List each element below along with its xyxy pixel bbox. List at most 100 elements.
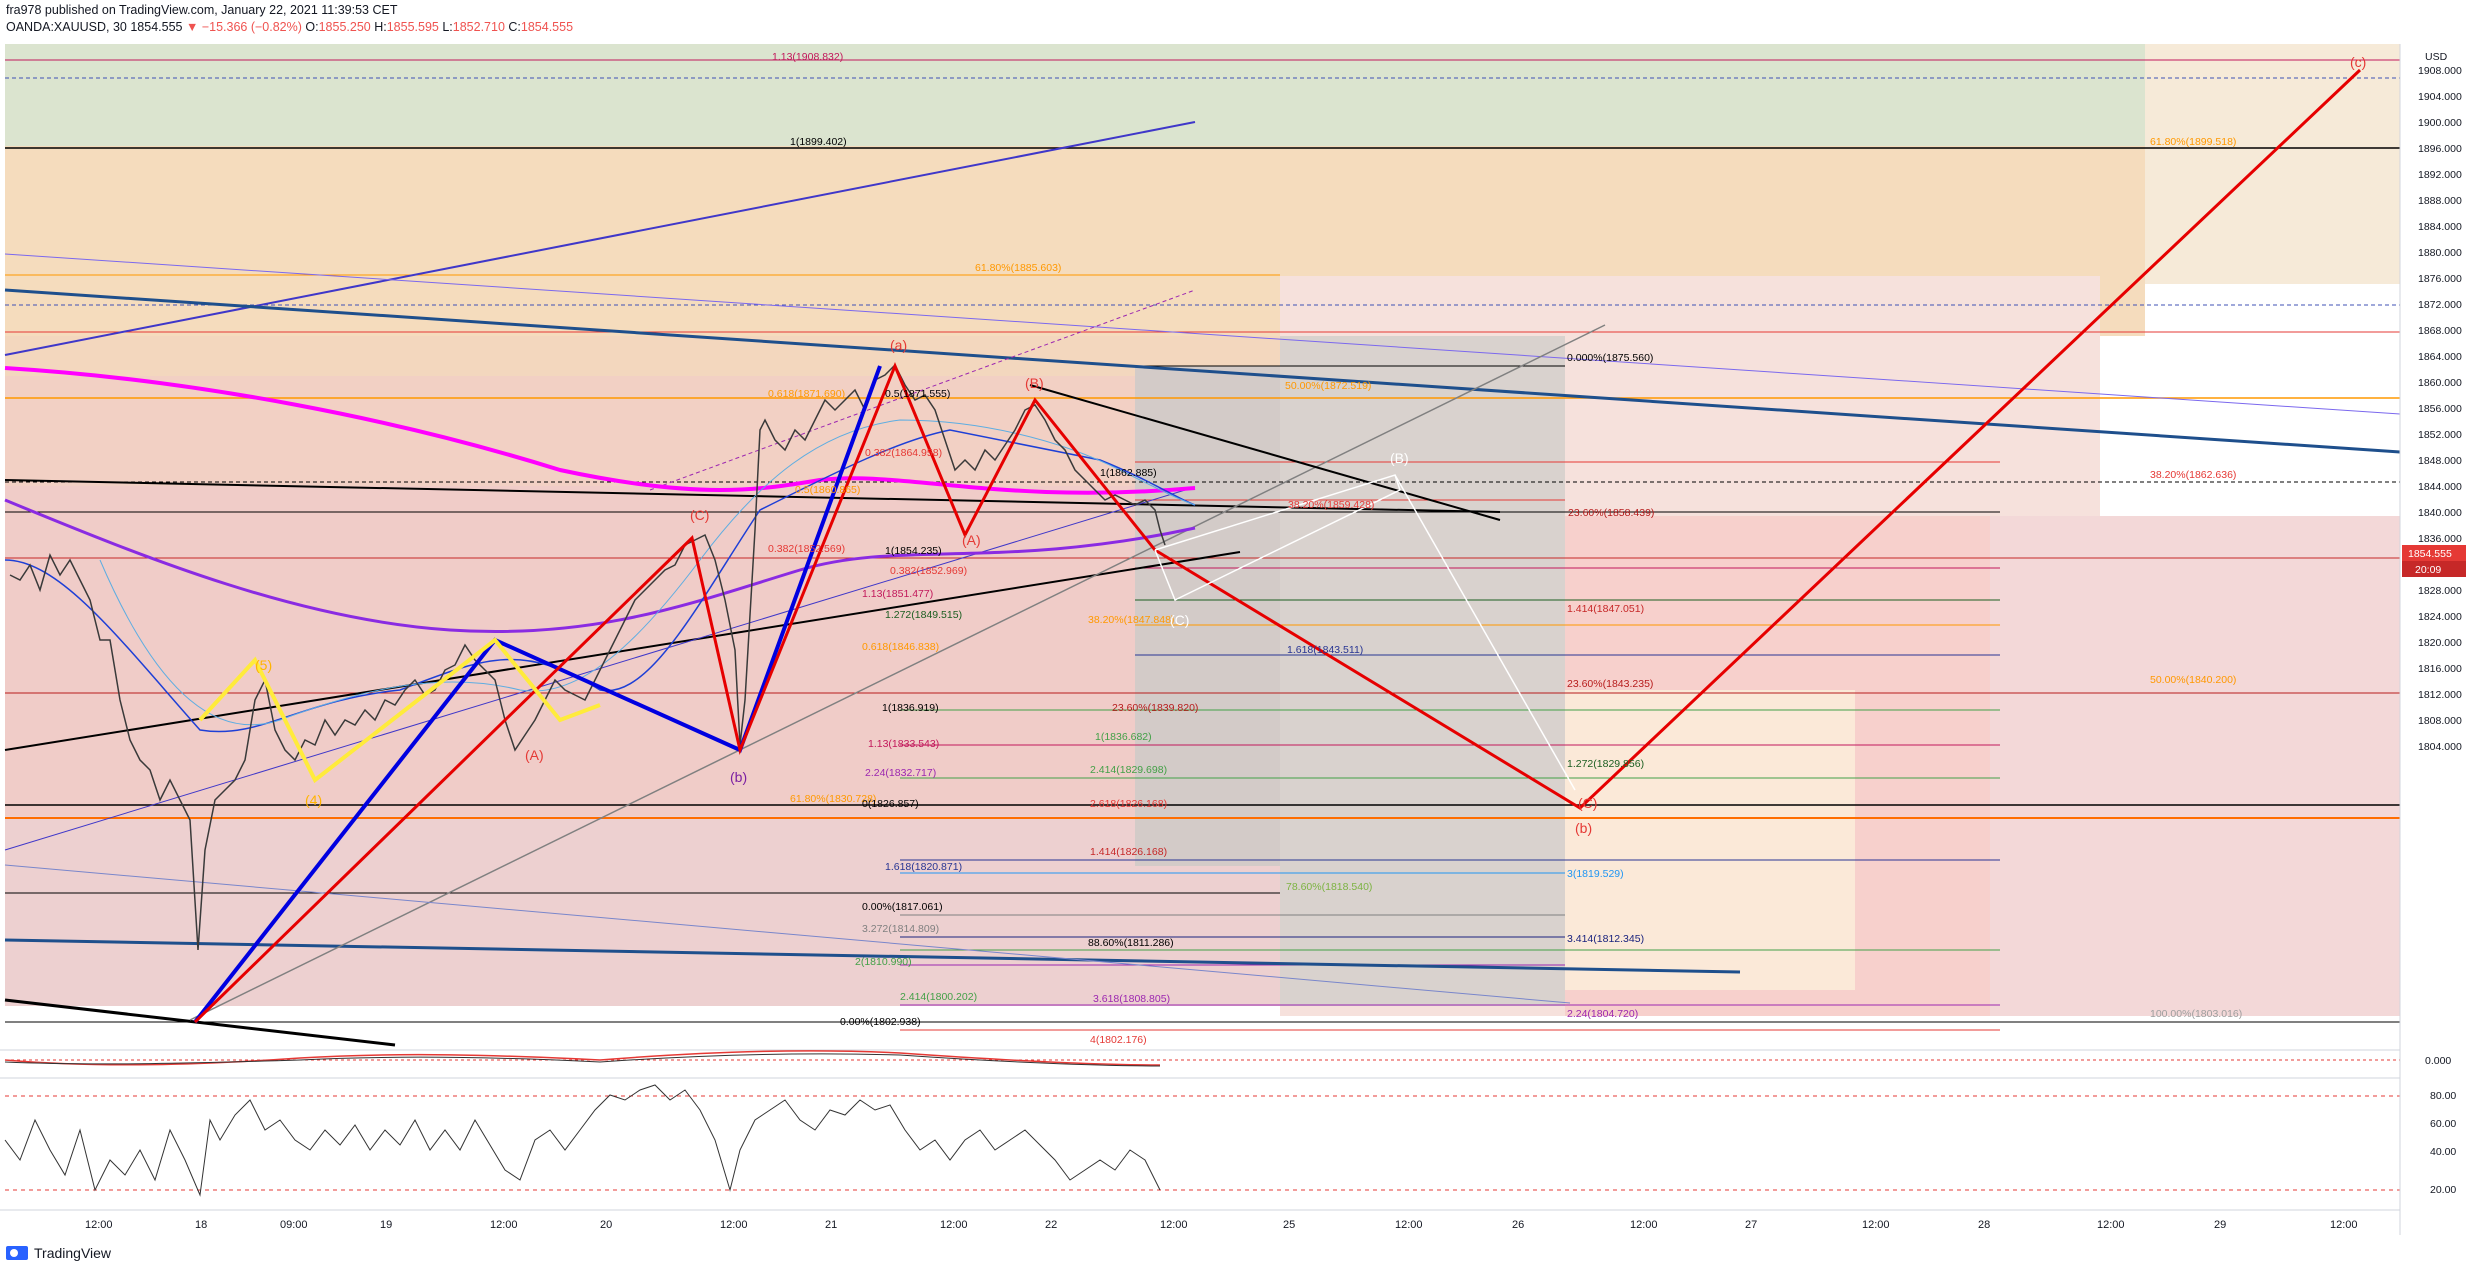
fib-label: 1(1899.402) (790, 136, 847, 148)
fib-label: 2(1810.990) (855, 956, 912, 968)
time-tick: 12:00 (720, 1219, 748, 1231)
fib-label: 2.414(1800.202) (900, 991, 977, 1003)
time-tick: 21 (825, 1219, 837, 1231)
wave-label: (B) (1025, 375, 1044, 391)
moving-averages (4, 366, 1196, 733)
fib-label: 1.618(1820.871) (885, 861, 962, 873)
price-tick: 1836.000 (2418, 533, 2462, 545)
fib-label: 2.24(1832.717) (865, 767, 936, 779)
fib-label: 3(1819.529) (1567, 868, 1624, 880)
trend-lines (4, 121, 2401, 1047)
fib-label: 23.60%(1858.439) (1568, 507, 1654, 519)
time-tick: 29 (2214, 1219, 2226, 1231)
rsi-tick: 60.00 (2430, 1118, 2456, 1130)
price-tick: 1824.000 (2418, 611, 2462, 623)
wave-label: (4) (305, 792, 322, 808)
fib-label: 0.382(1852.569) (768, 543, 845, 555)
fib-label: 1.272(1849.515) (885, 609, 962, 621)
fib-label: 0.618(1871.690) (768, 388, 845, 400)
symbol-legend[interactable]: OANDA:XAUUSD, 30 1854.555 ▼ −15.366 (−0.… (6, 20, 573, 34)
open-label: O: (305, 20, 319, 34)
price-tick: 1892.000 (2418, 169, 2462, 181)
wave-label: (5) (255, 657, 272, 673)
wave-label: (A) (525, 747, 544, 763)
time-tick: 18 (195, 1219, 207, 1231)
price-candles (9, 363, 1166, 951)
fib-label: 0.000%(1875.560) (1567, 352, 1653, 364)
fib-label: 1(1836.919) (882, 702, 939, 714)
fib-label: 2.24(1804.720) (1567, 1008, 1638, 1020)
fib-label: 1.414(1826.168) (1090, 846, 1167, 858)
wave-label: (A) (962, 532, 981, 548)
fib-label: 0(1826.857) (862, 798, 919, 810)
time-tick: 12:00 (2097, 1219, 2125, 1231)
tradingview-logo[interactable]: TradingView (6, 1245, 111, 1261)
fib-label: 0.382(1864.958) (865, 447, 942, 459)
wave-label: (C) (690, 507, 709, 523)
price-tick: 1808.000 (2418, 715, 2462, 727)
symbol-name[interactable]: OANDA:XAUUSD, 30 (6, 20, 127, 34)
fib-label-layer: 1.13(1908.832) 1(1899.402) 61.80%(1899.518… (768, 51, 2242, 1046)
fib-label: 38.20%(1847.848) (1088, 614, 1174, 626)
low-label: L: (442, 20, 453, 34)
price-tick: 1804.000 (2418, 741, 2462, 753)
fib-label: 2.414(1829.698) (1090, 764, 1167, 776)
time-tick: 12:00 (490, 1219, 518, 1231)
time-tick: 12:00 (1630, 1219, 1658, 1231)
countdown-label: 20:09 (2415, 564, 2441, 576)
fib-label: 0.5(1860.865) (795, 484, 860, 496)
time-tick: 26 (1512, 1219, 1524, 1231)
time-tick: 12:00 (1862, 1219, 1890, 1231)
current-price-label: 1854.555 (2408, 548, 2452, 560)
fib-label: 3.618(1808.805) (1093, 993, 1170, 1005)
time-tick: 12:00 (85, 1219, 113, 1231)
time-tick: 12:00 (1160, 1219, 1188, 1231)
price-tick: 1856.000 (2418, 403, 2462, 415)
fib-label: 61.80%(1899.518) (2150, 136, 2236, 148)
fib-label: 1.618(1843.511) (1287, 644, 1363, 656)
fib-label: 0.00%(1802.938) (840, 1016, 921, 1028)
fib-label: 2.618(1826.168) (1090, 798, 1167, 810)
low-value: 1852.710 (452, 20, 505, 34)
wave-label: (B) (1390, 450, 1409, 466)
price-tick: 1880.000 (2418, 247, 2462, 259)
oscillator-pane (0, 1049, 2400, 1067)
close-label: C: (508, 20, 521, 34)
price-axis-currency: USD (2425, 51, 2448, 63)
price-tick: 1848.000 (2418, 455, 2462, 467)
fib-label: 78.60%(1818.540) (1286, 881, 1372, 893)
fib-label: 61.80%(1885.603) (975, 262, 1061, 274)
fib-label: 1.13(1908.832) (772, 51, 843, 63)
price-tick: 1820.000 (2418, 637, 2462, 649)
chart-canvas[interactable]: 1.13(1908.832) 1(1899.402) 61.80%(1899.518… (0, 40, 2468, 1235)
rsi-tick: 40.00 (2430, 1146, 2456, 1158)
time-axis[interactable]: 12:00 18 09:00 19 12:00 20 12:00 21 12:00 22 12:00… (0, 1209, 2400, 1231)
publisher-line: fra978 published on TradingView.com, Jan… (6, 3, 398, 17)
fib-label: 0.618(1846.838) (862, 641, 939, 653)
countdown-tag (2402, 561, 2466, 577)
price-change: ▼ −15.366 (−0.82%) (185, 20, 302, 34)
time-tick: 12:00 (940, 1219, 968, 1231)
fib-label: 23.60%(1839.820) (1112, 702, 1198, 714)
price-axis[interactable]: USD 1908.000 1904.000 1900.000 1896.000 1892… (2399, 44, 2468, 1235)
chart-header: fra978 published on TradingView.com, Jan… (0, 0, 2468, 40)
high-value: 1855.595 (386, 20, 439, 34)
current-price-tag (2402, 545, 2466, 561)
price-tick: 1844.000 (2418, 481, 2462, 493)
background-zones (5, 44, 2405, 1016)
price-tick: 1888.000 (2418, 195, 2462, 207)
price-tick: 1884.000 (2418, 221, 2462, 233)
price-tick: 1840.000 (2418, 507, 2462, 519)
tradingview-logo-icon (6, 1246, 28, 1260)
fib-label: 50.00%(1872.519) (1285, 380, 1371, 392)
fib-label: 1.414(1847.051) (1567, 603, 1644, 615)
time-tick: 27 (1745, 1219, 1757, 1231)
price-tick: 1900.000 (2418, 117, 2462, 129)
price-tick: 1908.000 (2418, 65, 2462, 77)
fib-label: 88.60%(1811.286) (1088, 937, 1174, 949)
wave-label-layer: (a) (b) (c) (B) (A) (C) (b) (A) (4) (5) (B) (C) (C) (255, 54, 2366, 836)
high-label: H: (374, 20, 387, 34)
rsi-tick: 20.00 (2430, 1184, 2456, 1196)
wave-label: (b) (1575, 820, 1592, 836)
price-tick: 1828.000 (2418, 585, 2462, 597)
